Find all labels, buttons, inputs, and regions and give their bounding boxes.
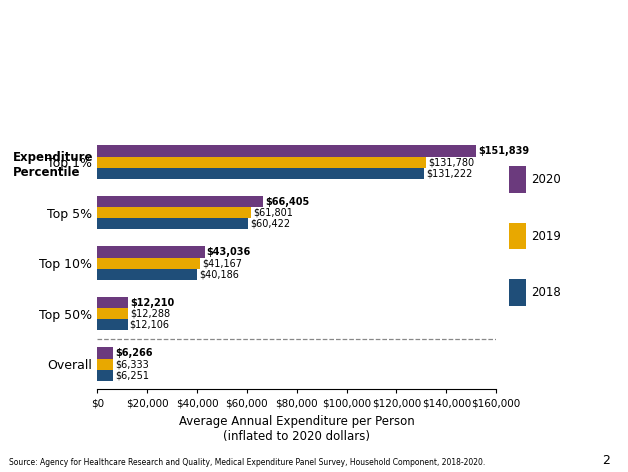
Text: $40,186: $40,186 (200, 269, 239, 279)
Bar (97, 246, 205, 258)
Text: Figure 2. Average expenditure per person by: Figure 2. Average expenditure per person… (70, 35, 457, 51)
Bar (97, 157, 426, 168)
Bar (97, 269, 197, 280)
Text: 2019: 2019 (531, 229, 561, 243)
Bar (97, 370, 113, 381)
Bar (509, 166, 526, 193)
Bar (97, 258, 200, 269)
Text: 2018: 2018 (531, 286, 561, 299)
Bar (97, 297, 127, 308)
Bar (97, 168, 425, 179)
Text: $151,839: $151,839 (478, 146, 529, 156)
Text: $6,266: $6,266 (115, 348, 153, 358)
Bar (97, 145, 476, 157)
Text: $131,222: $131,222 (426, 168, 473, 178)
Text: $61,801: $61,801 (253, 208, 293, 218)
Text: $12,288: $12,288 (130, 309, 170, 319)
Bar (97, 319, 127, 330)
Text: $60,422: $60,422 (250, 219, 290, 229)
Text: $43,036: $43,036 (207, 247, 251, 257)
Bar (97, 218, 248, 229)
Bar (97, 359, 113, 370)
Bar (97, 207, 251, 218)
Text: 2: 2 (602, 454, 610, 467)
Text: $41,167: $41,167 (202, 258, 242, 268)
Text: expenditure percentile, 2018-2020: expenditure percentile, 2018-2020 (114, 76, 413, 91)
Text: $12,210: $12,210 (130, 297, 174, 308)
Bar (509, 279, 526, 306)
Text: Source: Agency for Healthcare Research and Quality, Medical Expenditure Panel Su: Source: Agency for Healthcare Research a… (9, 458, 485, 467)
Bar (97, 347, 113, 359)
Bar (97, 308, 128, 319)
Bar (97, 196, 263, 207)
Text: Expenditure
Percentile: Expenditure Percentile (13, 151, 93, 179)
Text: $12,106: $12,106 (129, 320, 170, 330)
Text: $131,780: $131,780 (428, 157, 474, 167)
X-axis label: Average Annual Expenditure per Person
(inflated to 2020 dollars): Average Annual Expenditure per Person (i… (179, 415, 414, 443)
Text: $66,405: $66,405 (265, 196, 309, 207)
Text: $6,251: $6,251 (115, 370, 149, 380)
Text: $6,333: $6,333 (115, 359, 149, 369)
Text: 2020: 2020 (531, 173, 561, 186)
Bar (509, 223, 526, 249)
